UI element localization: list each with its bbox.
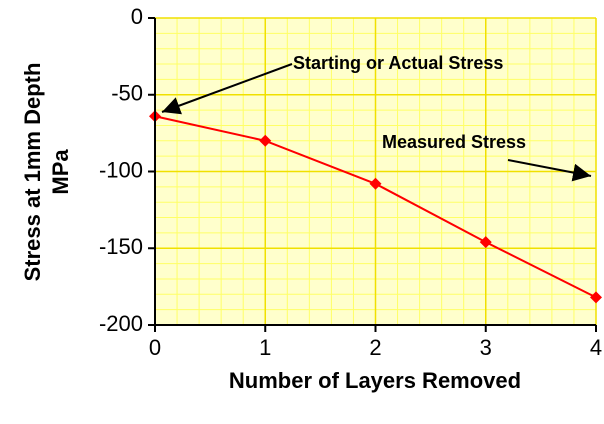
x-tick-label: 1 [259,335,271,360]
y-tick-label: -100 [99,157,143,182]
marker [479,236,492,249]
marker [259,134,272,147]
annotation: Starting or Actual Stress [293,53,503,73]
x-tick-label: 0 [149,335,161,360]
y-tick-label: 0 [131,4,143,29]
y-tick-label: -200 [99,311,143,336]
y-axis-title: Stress at 1mm Depth [20,63,45,282]
annotation-arrow [507,159,592,182]
y-tick-label: -150 [99,234,143,259]
x-tick-label: 3 [480,335,492,360]
annotation-arrow [161,63,293,115]
x-axis-title: Number of Layers Removed [229,368,521,393]
marker [590,291,602,304]
x-tick-label: 2 [369,335,381,360]
x-tick-label: 4 [590,335,602,360]
y-axis-title: MPa [48,149,73,195]
y-tick-label: -50 [111,81,143,106]
annotation: Measured Stress [382,132,526,152]
marker [369,177,382,190]
